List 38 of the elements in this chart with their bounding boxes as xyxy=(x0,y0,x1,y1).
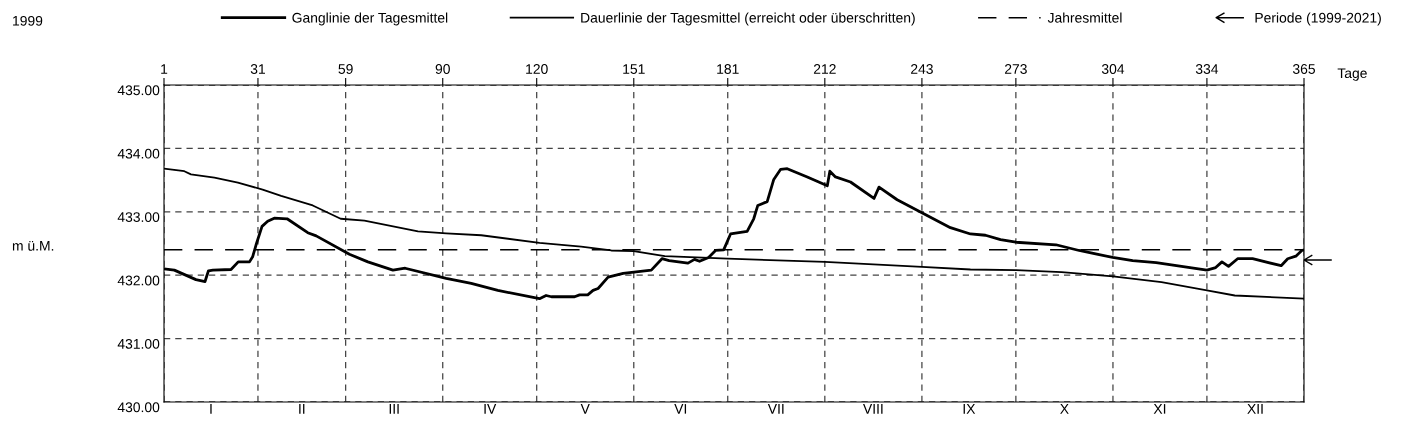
x-tick-label: 334 xyxy=(1195,64,1219,74)
text: I xyxy=(210,404,212,414)
text: III xyxy=(389,404,399,414)
y-tick-label: 431.00 xyxy=(117,338,160,349)
text: IV xyxy=(484,404,497,414)
text: XI xyxy=(1153,404,1166,414)
y-tick-label: 435.00 xyxy=(117,85,160,96)
y-tick-label: 432.00 xyxy=(117,275,160,286)
text: II xyxy=(299,404,305,414)
x-axis-title: Tage xyxy=(1337,68,1367,81)
text: VII xyxy=(767,404,784,414)
x-tick-label: 31 xyxy=(250,64,265,74)
x-tick-label: 243 xyxy=(911,64,933,74)
text: X xyxy=(1060,404,1069,414)
x-tick-label: 1 xyxy=(161,64,168,74)
x-tick-label: 212 xyxy=(813,64,836,74)
y-tick-label: 430.00 xyxy=(117,402,160,413)
legend-title: 1999 xyxy=(13,15,43,26)
legend-label: Jahresmittel xyxy=(1047,12,1122,23)
y-tick-label: 433.00 xyxy=(117,212,160,222)
text: V xyxy=(580,404,590,414)
x-tick-label: 120 xyxy=(526,64,548,74)
x-tick-label: 90 xyxy=(435,64,450,74)
legend-label: Ganglinie der Tagesmittel xyxy=(292,12,448,26)
x-tick-label: 59 xyxy=(338,64,353,74)
y-axis-title: m ü.M. xyxy=(12,241,54,251)
text: VI xyxy=(674,404,687,414)
text: VIII xyxy=(863,404,883,414)
text: XII xyxy=(1247,404,1263,414)
x-tick-label: 151 xyxy=(623,64,645,74)
y-tick-label: 434.00 xyxy=(117,148,160,159)
x-tick-label: 273 xyxy=(1004,64,1027,74)
legend-label: Periode (1999-2021) xyxy=(1255,12,1381,26)
text: IX xyxy=(963,404,976,414)
x-tick-label: 365 xyxy=(1292,64,1316,74)
x-tick-label: 304 xyxy=(1101,64,1125,74)
x-tick-label: 181 xyxy=(717,64,739,74)
legend-label: Dauerlinie der Tagesmittel (erreicht oder überschritten) xyxy=(581,12,915,26)
